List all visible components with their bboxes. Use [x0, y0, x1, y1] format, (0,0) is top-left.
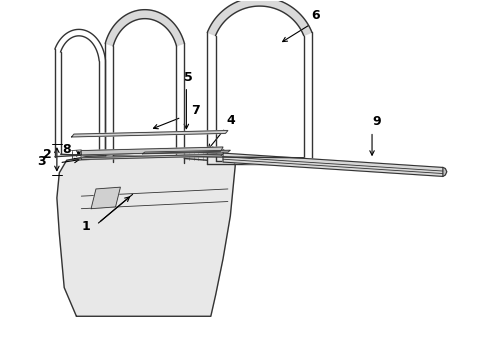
- Polygon shape: [72, 131, 228, 137]
- Text: 8: 8: [62, 144, 71, 157]
- Polygon shape: [443, 167, 447, 176]
- Text: 9: 9: [372, 116, 381, 129]
- Polygon shape: [57, 149, 235, 316]
- Text: 2: 2: [43, 148, 51, 162]
- Polygon shape: [143, 150, 230, 154]
- Text: 4: 4: [226, 114, 235, 127]
- Text: 6: 6: [312, 9, 320, 22]
- Polygon shape: [81, 154, 223, 159]
- Text: 3: 3: [37, 154, 46, 167]
- Polygon shape: [105, 10, 184, 46]
- Text: 1: 1: [82, 220, 91, 233]
- Polygon shape: [223, 153, 443, 176]
- Text: 7: 7: [191, 104, 200, 117]
- Polygon shape: [91, 187, 121, 209]
- Polygon shape: [81, 147, 223, 155]
- Polygon shape: [207, 0, 312, 36]
- Text: 5: 5: [184, 71, 193, 84]
